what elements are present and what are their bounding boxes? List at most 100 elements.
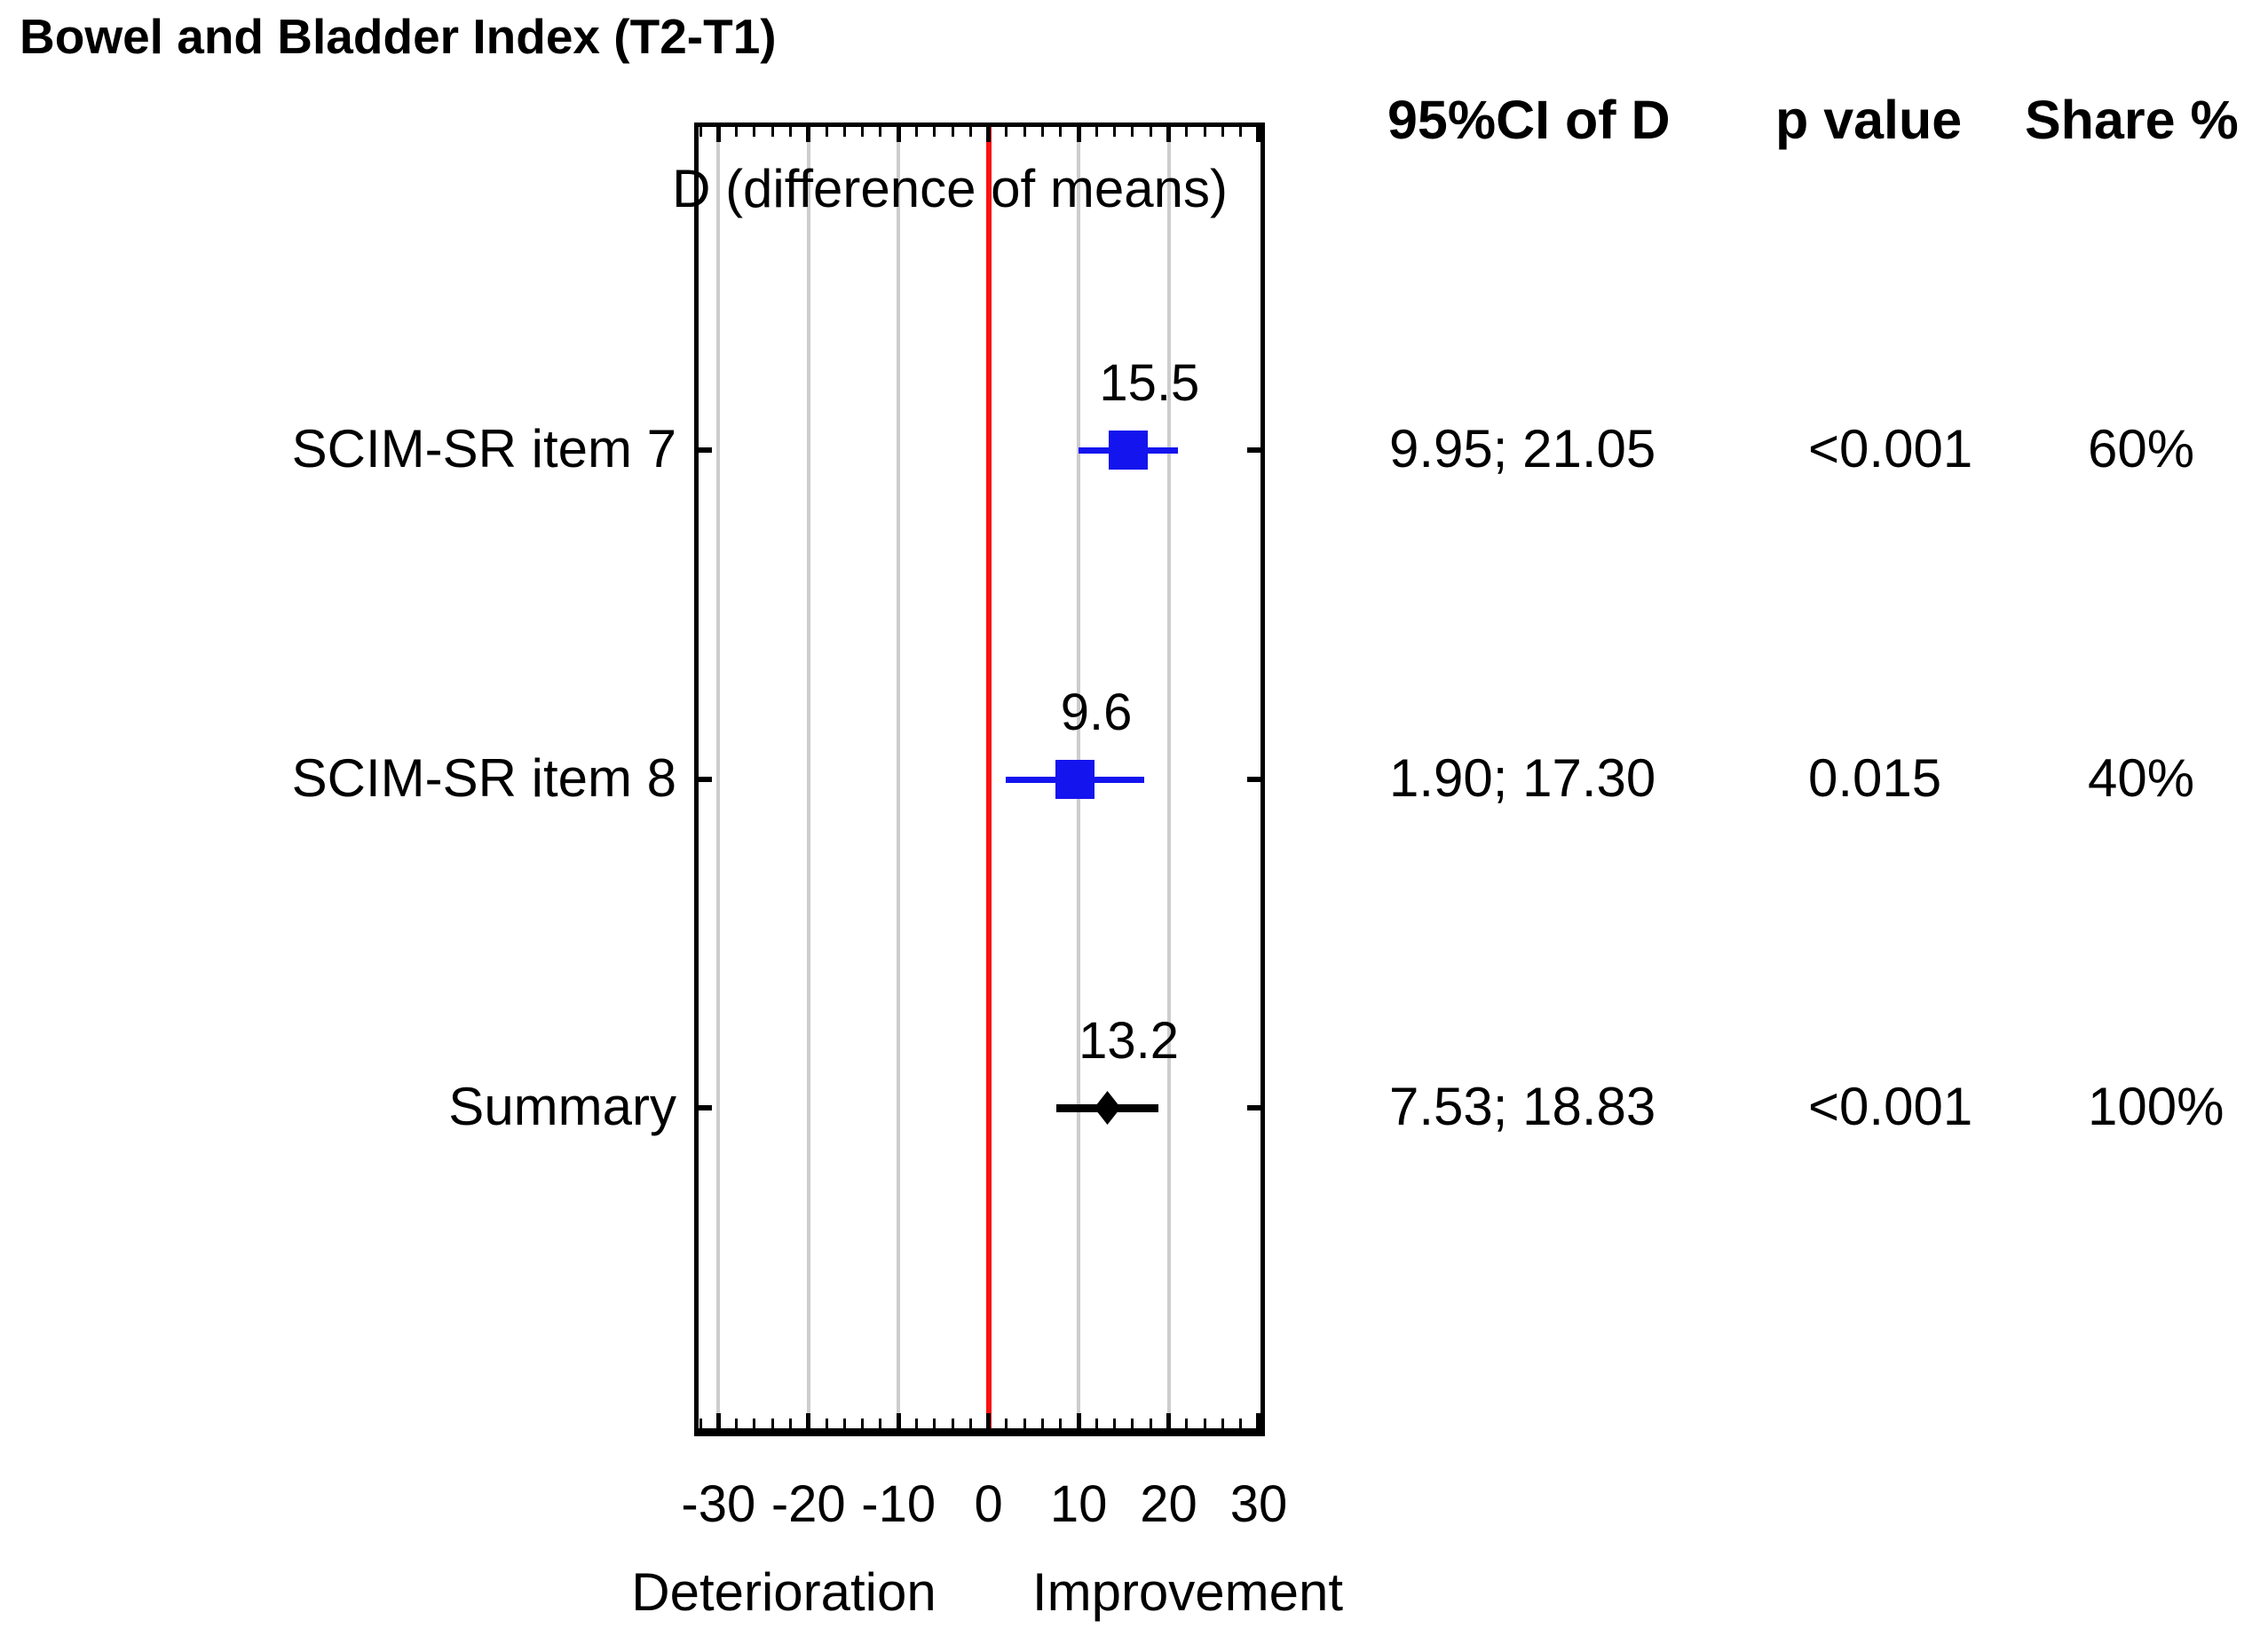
ci-value-cell: 1.90; 17.30 xyxy=(1389,748,1656,808)
axis-tick xyxy=(715,1413,721,1428)
axis-tick xyxy=(825,127,828,137)
axis-tick xyxy=(1166,1413,1172,1428)
axis-tick xyxy=(842,1419,846,1428)
row-edge-tick xyxy=(1247,447,1260,453)
axis-tick xyxy=(1005,127,1008,137)
x-tick-label: -10 xyxy=(861,1475,936,1533)
axis-tick xyxy=(861,1419,865,1428)
ci-value-cell: 9.95; 21.05 xyxy=(1389,419,1656,478)
axis-tick xyxy=(914,127,918,137)
axis-tick xyxy=(933,1419,936,1428)
column-header-ci: 95%CI of D xyxy=(1387,90,1671,150)
gridline xyxy=(1166,127,1171,1428)
row-edge-tick xyxy=(1247,777,1260,782)
x-tick-label: 20 xyxy=(1140,1475,1197,1533)
axis-tick xyxy=(1221,1419,1224,1428)
axis-tick xyxy=(968,127,972,137)
axis-tick xyxy=(715,127,721,142)
axis-tick xyxy=(1094,1419,1098,1428)
share-value-cell: 40% xyxy=(2088,748,2195,808)
axis-tick xyxy=(1166,127,1172,142)
row-edge-tick xyxy=(1247,1105,1260,1110)
axis-tick xyxy=(914,1419,918,1428)
axis-tick xyxy=(1221,127,1224,137)
axis-tick xyxy=(806,127,811,142)
axis-tick xyxy=(1076,1413,1081,1428)
row-label: Summary xyxy=(448,1077,676,1136)
axis-tick xyxy=(861,127,865,137)
axis-tick xyxy=(1059,1419,1063,1428)
axis-tick xyxy=(1023,1419,1026,1428)
axis-tick xyxy=(1131,127,1134,137)
axis-tick xyxy=(806,1413,811,1428)
x-axis-title: D (difference of means) xyxy=(672,159,1228,218)
axis-tick xyxy=(896,127,901,142)
summary-marker-diamond xyxy=(1094,1091,1121,1125)
effect-marker-square xyxy=(1108,431,1148,470)
axis-tick xyxy=(986,127,992,142)
axis-tick xyxy=(699,1419,702,1428)
gridline xyxy=(806,127,810,1428)
axis-tick xyxy=(1149,127,1152,137)
axis-tick xyxy=(1256,1413,1260,1428)
axis-tick xyxy=(951,127,954,137)
axis-tick xyxy=(735,1419,739,1428)
axis-tick xyxy=(842,127,846,137)
axis-tick xyxy=(1113,1419,1117,1428)
share-value-cell: 100% xyxy=(2088,1077,2225,1136)
p-value-cell: <0.001 xyxy=(1808,1077,1973,1136)
row-edge-tick xyxy=(699,1105,712,1110)
zero-reference-line xyxy=(985,127,992,1428)
axis-tick xyxy=(933,127,936,137)
effect-value-label: 9.6 xyxy=(1060,684,1133,741)
x-tick-label: 30 xyxy=(1229,1475,1288,1533)
axis-tick xyxy=(1094,127,1098,137)
axis-tick xyxy=(788,1419,792,1428)
axis-tick xyxy=(735,127,739,137)
axis-tick xyxy=(879,1419,882,1428)
axis-tick xyxy=(951,1419,954,1428)
chart-title: Bowel and Bladder Index (T2-T1) xyxy=(20,9,777,64)
p-value-cell: 0.015 xyxy=(1808,748,1942,808)
axis-tick xyxy=(968,1419,972,1428)
axis-tick xyxy=(1041,1419,1044,1428)
axis-tick xyxy=(753,127,756,137)
plot-area xyxy=(694,123,1265,1436)
axis-tick xyxy=(1203,127,1206,137)
ci-value-cell: 7.53; 18.83 xyxy=(1389,1077,1656,1136)
x-tick-label: 10 xyxy=(1049,1475,1108,1533)
axis-tick xyxy=(1131,1419,1134,1428)
effect-value-label: 13.2 xyxy=(1079,1012,1179,1070)
axis-tick xyxy=(1023,127,1026,137)
axis-tick xyxy=(1203,1419,1206,1428)
axis-tick xyxy=(1041,127,1044,137)
row-label: SCIM-SR item 7 xyxy=(291,419,676,478)
axis-tick xyxy=(1239,127,1243,137)
improvement-label: Improvement xyxy=(1031,1562,1344,1622)
axis-tick xyxy=(825,1419,828,1428)
axis-tick xyxy=(753,1419,756,1428)
axis-tick xyxy=(788,127,792,137)
axis-tick xyxy=(1113,127,1117,137)
effect-marker-square xyxy=(1055,760,1095,799)
row-edge-tick xyxy=(699,777,712,782)
axis-tick xyxy=(896,1413,901,1428)
axis-tick xyxy=(1076,127,1081,142)
axis-tick xyxy=(1185,1419,1189,1428)
effect-value-label: 15.5 xyxy=(1099,354,1200,412)
x-tick-label: -20 xyxy=(770,1475,846,1533)
axis-tick xyxy=(1239,1419,1243,1428)
axis-tick xyxy=(986,1413,992,1428)
gridline xyxy=(897,127,901,1428)
gridline xyxy=(716,127,721,1428)
axis-tick xyxy=(1005,1419,1008,1428)
x-tick-label: 0 xyxy=(974,1475,1003,1533)
deterioration-label: Deterioration xyxy=(631,1562,936,1622)
p-value-cell: <0.001 xyxy=(1808,419,1973,478)
axis-tick xyxy=(1059,127,1063,137)
row-label: SCIM-SR item 8 xyxy=(291,748,676,808)
axis-tick xyxy=(699,127,702,137)
axis-tick xyxy=(770,127,774,137)
axis-tick xyxy=(770,1419,774,1428)
